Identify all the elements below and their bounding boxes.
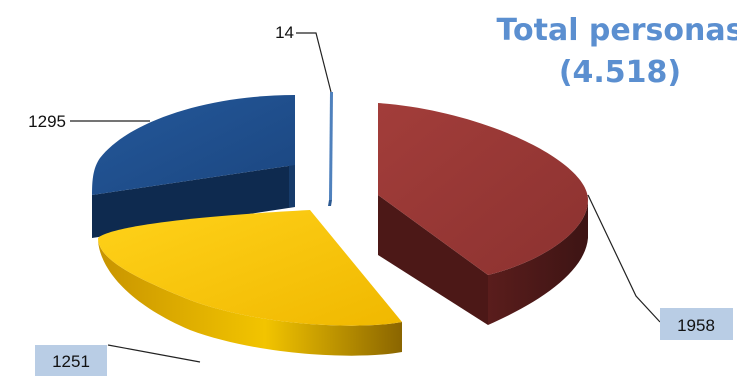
chart-title-line-2: (4.518) [559,55,681,90]
data-label-1251: 1251 [52,352,90,371]
data-label-1958: 1958 [677,316,715,335]
data-label-14: 14 [275,23,294,42]
leader-line-1251 [107,344,201,363]
slice-1251 [98,210,402,356]
leader-line-1958 [587,194,661,323]
data-label-1295: 1295 [28,112,66,131]
chart-title-line-1: Total personas [497,13,737,48]
slice-1958 [378,103,588,325]
slice-14 [328,92,333,206]
leader-line-14 [296,32,332,93]
slice-1295 [92,95,295,238]
label-box-1251 [35,345,107,376]
label-box-1958 [660,308,733,340]
